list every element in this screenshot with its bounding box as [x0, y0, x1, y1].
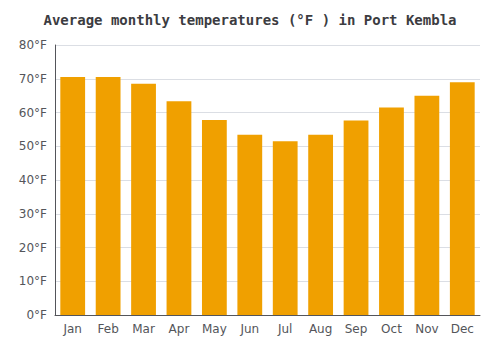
svg-text:Apr: Apr [169, 322, 190, 336]
svg-text:10°F: 10°F [19, 274, 47, 288]
svg-text:Jun: Jun [239, 322, 259, 336]
svg-text:Aug: Aug [309, 322, 332, 336]
svg-text:50°F: 50°F [19, 139, 47, 153]
svg-text:Feb: Feb [98, 322, 119, 336]
svg-text:Nov: Nov [415, 322, 438, 336]
svg-text:70°F: 70°F [19, 72, 47, 86]
svg-text:20°F: 20°F [19, 241, 47, 255]
svg-text:Average monthly temperatures (: Average monthly temperatures (°F ) in Po… [43, 12, 456, 28]
svg-text:Dec: Dec [451, 322, 474, 336]
svg-text:Jul: Jul [277, 322, 292, 336]
svg-text:Jan: Jan [62, 322, 82, 336]
svg-text:0°F: 0°F [26, 308, 47, 322]
svg-text:May: May [202, 322, 227, 336]
svg-text:Sep: Sep [345, 322, 368, 336]
svg-text:60°F: 60°F [19, 106, 47, 120]
svg-text:Oct: Oct [381, 322, 402, 336]
svg-text:80°F: 80°F [19, 38, 47, 52]
svg-text:40°F: 40°F [19, 173, 47, 187]
svg-text:Mar: Mar [132, 322, 155, 336]
svg-text:30°F: 30°F [19, 207, 47, 221]
